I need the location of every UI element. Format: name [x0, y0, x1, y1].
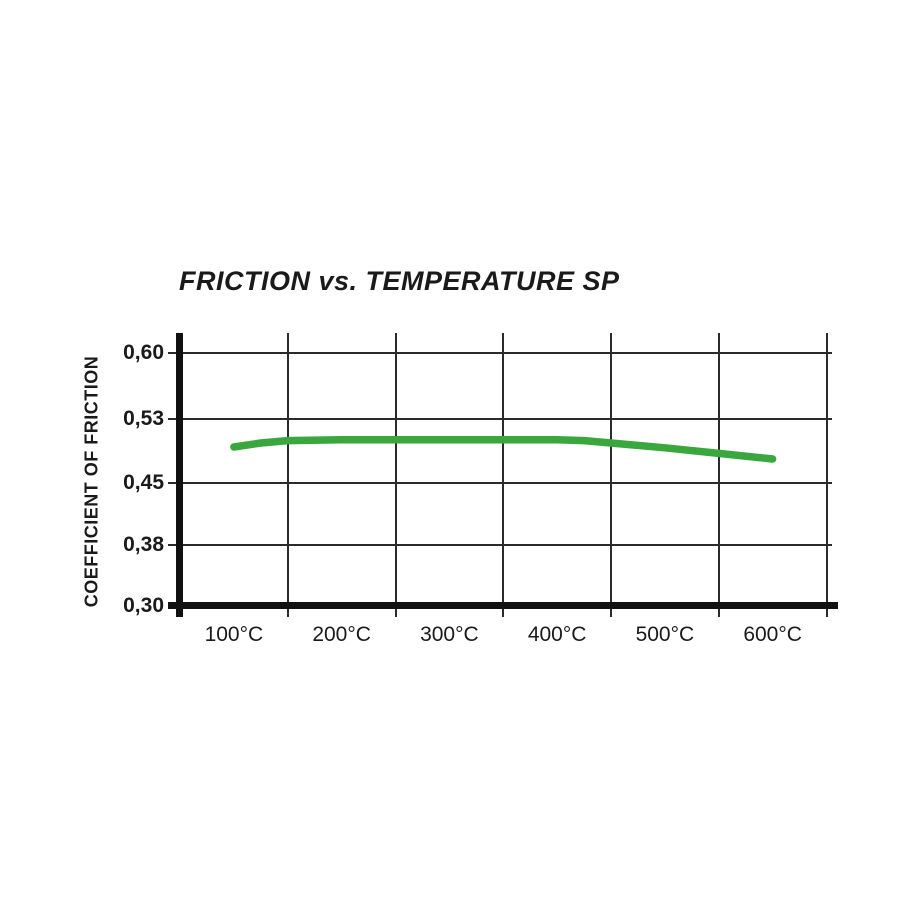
x-axis-line [168, 602, 838, 609]
chart-title: FRICTION vs. TEMPERATURE SP [179, 266, 620, 296]
v-gridline-3 [502, 333, 505, 617]
v-gridline-2 [394, 333, 397, 617]
friction-curve-line [230, 436, 777, 463]
v-gridline-5 [717, 333, 720, 617]
y-tick-label-0,45: 0,45 [123, 471, 164, 494]
x-tick-label-400°C: 400°C [527, 623, 587, 646]
x-tick-label-200°C: 200°C [312, 623, 371, 646]
x-tick-label-600°C: 600°C [743, 623, 802, 646]
y-tick-label-0,60: 0,60 [123, 341, 164, 364]
v-gridline-4 [610, 333, 612, 617]
v-gridline-1 [286, 333, 289, 617]
y-tick-label-0,30: 0,30 [123, 594, 164, 617]
y-tick-label-0,53: 0,53 [123, 407, 164, 430]
h-gridline-0,38 [168, 544, 832, 546]
x-tick-label-100°C: 100°C [204, 623, 264, 646]
h-gridline-0,53 [168, 418, 832, 420]
v-gridline-6 [825, 333, 828, 617]
h-gridline-0,60 [168, 352, 832, 354]
y-tick-label-0,38: 0,38 [123, 533, 164, 556]
x-tick-label-500°C: 500°C [635, 623, 695, 646]
x-tick-label-300°C: 300°C [420, 623, 479, 646]
h-gridline-0,45 [168, 482, 832, 484]
y-axis-line [176, 333, 183, 617]
